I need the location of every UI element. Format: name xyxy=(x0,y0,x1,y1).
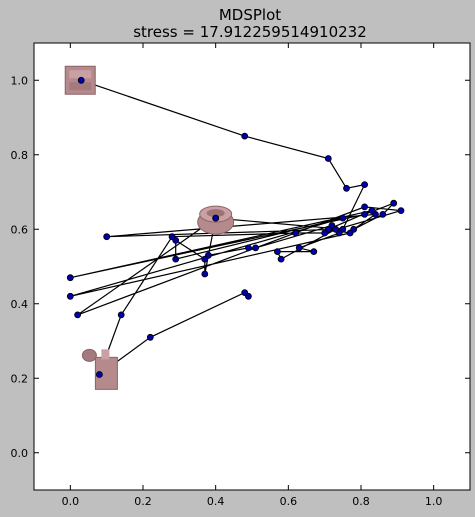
y-tick-label: 0.6 xyxy=(11,223,29,236)
axis-ticks: 0.0 0.2 0.4 0.6 0.8 1.0 0.0 0.2 0.4 0.6 0.8 1.0 xyxy=(11,43,470,508)
data-point xyxy=(277,255,285,263)
data-point xyxy=(324,155,332,162)
data-point xyxy=(343,184,350,192)
data-point xyxy=(244,292,252,300)
data-point xyxy=(346,229,354,237)
data-point xyxy=(117,311,125,319)
data-point xyxy=(332,225,340,233)
data-point xyxy=(339,214,347,222)
data-point xyxy=(273,248,281,256)
data-point xyxy=(77,76,85,84)
data-point xyxy=(96,371,103,378)
y-tick-label: 1.0 xyxy=(11,74,29,87)
thumbnail-figure-icon xyxy=(81,348,118,390)
data-point xyxy=(390,199,398,207)
x-tick-label: 0.2 xyxy=(134,495,152,508)
data-point xyxy=(241,132,249,140)
y-tick-label: 0.2 xyxy=(11,372,29,385)
plot-area xyxy=(33,42,471,491)
data-point xyxy=(295,244,303,252)
y-tick-label: 0.0 xyxy=(11,447,29,460)
data-points-layer xyxy=(66,76,405,378)
data-point xyxy=(310,248,318,256)
chart-subtitle: stress = 17.912259514910232 xyxy=(133,23,367,41)
data-point xyxy=(361,181,369,189)
x-tick-label: 0.0 xyxy=(62,495,80,508)
data-point xyxy=(103,233,111,241)
data-point xyxy=(361,203,369,211)
x-tick-label: 1.0 xyxy=(425,495,443,508)
data-point xyxy=(168,233,176,241)
data-point xyxy=(146,333,154,341)
data-point xyxy=(379,210,387,218)
data-point xyxy=(368,207,376,215)
x-tick-label: 0.8 xyxy=(352,495,370,508)
thumbnail-bowl-icon xyxy=(197,205,235,235)
data-point xyxy=(201,270,209,278)
data-point xyxy=(292,229,300,237)
data-point xyxy=(397,207,405,215)
y-tick-label: 0.8 xyxy=(11,149,29,162)
data-point xyxy=(66,274,74,282)
chart-title: MDSPlot xyxy=(219,6,281,24)
data-point xyxy=(244,244,252,252)
data-point xyxy=(172,255,180,263)
thumbnail-layer xyxy=(64,65,235,390)
x-tick-label: 0.6 xyxy=(280,495,298,508)
data-point xyxy=(212,214,220,222)
data-point xyxy=(74,311,81,319)
data-point xyxy=(66,292,74,300)
data-point xyxy=(252,244,260,252)
data-point xyxy=(321,229,329,237)
data-point xyxy=(201,255,209,263)
x-tick-label: 0.4 xyxy=(207,495,225,508)
data-point xyxy=(361,210,369,218)
y-tick-label: 0.4 xyxy=(11,298,29,311)
